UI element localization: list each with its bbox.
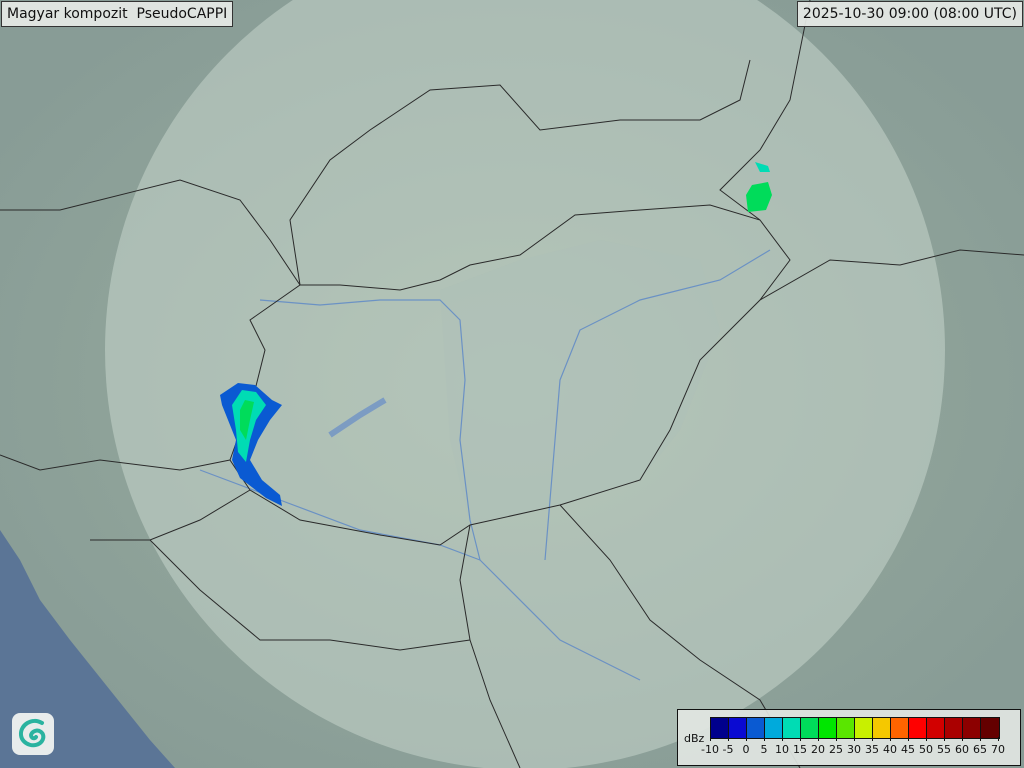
legend-tick-label: 65 (965, 737, 995, 756)
timestamp: 2025-10-30 09:00 (08:00 UTC) (796, 1, 1023, 27)
legend-swatch (801, 718, 819, 738)
echo-northeast-small (755, 162, 770, 172)
echo-northeast (746, 182, 772, 212)
legend-tick-label: 70 (983, 737, 1013, 756)
ukraine-border (719, 0, 811, 221)
danube-river (259, 299, 641, 681)
tisza-river (544, 249, 771, 561)
legend-swatch (891, 718, 909, 738)
slovenia-croatia-border (0, 454, 251, 541)
legend-swatch (855, 718, 873, 738)
legend-swatch (711, 718, 729, 738)
legend-color-bar (710, 717, 1000, 739)
legend-tick-label: 25 (821, 737, 851, 756)
rivers (199, 249, 771, 681)
legend-tick-label: 5 (749, 737, 779, 756)
legend-tick-label: 40 (875, 737, 905, 756)
legend-swatch (927, 718, 945, 738)
legend-ticks: -10 -5 0 5 10 15 20 25 30 35 40 45 50 55 60 65 70 (701, 737, 1016, 759)
legend-swatch (981, 718, 999, 738)
legend-unit: dBz (684, 732, 705, 745)
legend-tick-label: 0 (731, 737, 761, 756)
swirl-logo-icon[interactable] (12, 713, 54, 755)
legend-tick-label: 20 (803, 737, 833, 756)
legend-swatch (945, 718, 963, 738)
legend-tick-label: 60 (947, 737, 977, 756)
lake-balaton (328, 397, 387, 438)
radar-echoes (220, 162, 772, 506)
dbz-color-legend: dBz -10 -5 0 5 10 15 20 25 30 35 40 45 50 55 60 65 70 (677, 709, 1021, 766)
austria-border (0, 179, 301, 286)
legend-swatch (873, 718, 891, 738)
legend-tick-label: 10 (767, 737, 797, 756)
legend-swatch (783, 718, 801, 738)
legend-tick-label: 30 (839, 737, 869, 756)
legend-swatch (837, 718, 855, 738)
legend-tick-label: 35 (857, 737, 887, 756)
echo-western-peak (240, 400, 254, 440)
legend-swatch (819, 718, 837, 738)
hungary-border (229, 204, 791, 546)
legend-tick-label: 15 (785, 737, 815, 756)
slovakia-border (289, 59, 751, 286)
product-title: Magyar kompozit PseudoCAPPI (1, 1, 234, 27)
legend-swatch (909, 718, 927, 738)
legend-swatch (765, 718, 783, 738)
legend-swatch (729, 718, 747, 738)
legend-tick-label: -5 (713, 737, 743, 756)
legend-swatch (963, 718, 981, 738)
legend-swatch (747, 718, 765, 738)
hungary-plain (440, 240, 720, 525)
legend-tick-label: 55 (929, 737, 959, 756)
swirl-icon (19, 718, 46, 748)
bosnia-border (149, 539, 471, 651)
drava-river (199, 469, 481, 561)
legend-tick-label: 45 (893, 737, 923, 756)
adriatic-sea (0, 530, 175, 768)
echo-western-core (232, 390, 266, 462)
legend-tick-label: -10 (695, 737, 725, 756)
legend-tick-label: 50 (911, 737, 941, 756)
